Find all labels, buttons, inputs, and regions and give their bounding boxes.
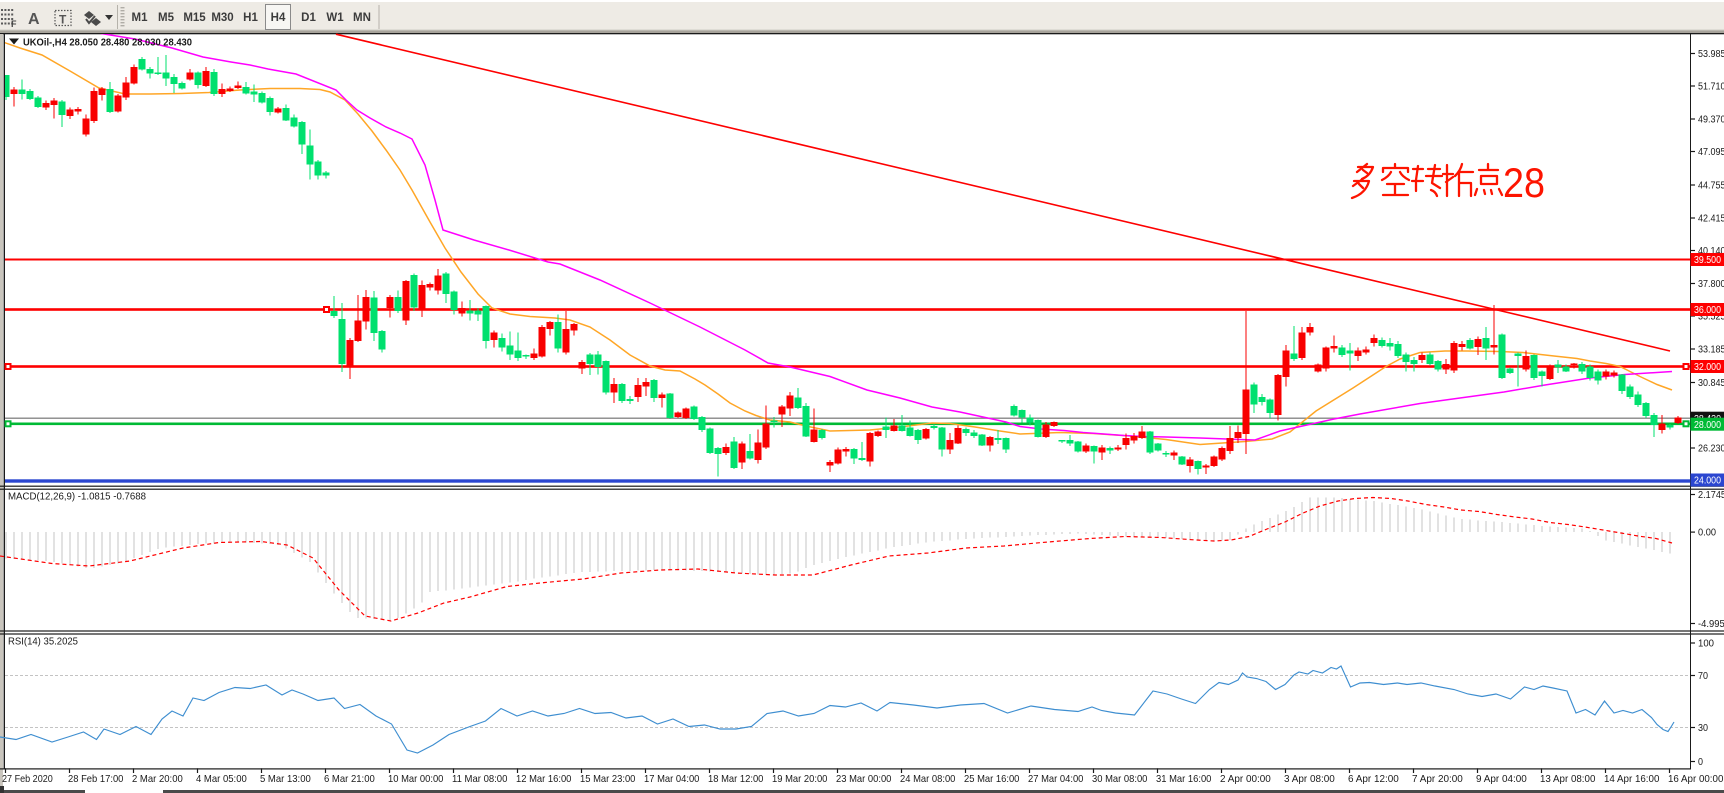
svg-text:M1: M1 [132, 12, 149, 24]
svg-text:37.800: 37.800 [1698, 279, 1724, 290]
svg-text:30 Mar 08:00: 30 Mar 08:00 [1092, 773, 1148, 785]
svg-text:7 Apr 20:00: 7 Apr 20:00 [1412, 773, 1463, 785]
svg-text:26.230: 26.230 [1698, 444, 1724, 455]
svg-text:25 Mar 16:00: 25 Mar 16:00 [964, 773, 1020, 785]
svg-text:-4.9955: -4.9955 [1698, 619, 1724, 630]
svg-text:11 Mar 08:00: 11 Mar 08:00 [452, 773, 508, 785]
svg-text:24 Mar 08:00: 24 Mar 08:00 [900, 773, 956, 785]
svg-text:M30: M30 [211, 12, 233, 24]
svg-text:28: 28 [1503, 159, 1545, 206]
svg-text:30: 30 [1698, 723, 1708, 734]
svg-text:6 Mar 21:00: 6 Mar 21:00 [324, 773, 375, 785]
svg-text:H4: H4 [271, 12, 286, 24]
svg-text:27 Mar 04:00: 27 Mar 04:00 [1028, 773, 1084, 785]
svg-text:RSI(14) 35.2025: RSI(14) 35.2025 [8, 636, 78, 648]
svg-text:47.095: 47.095 [1698, 147, 1724, 158]
svg-text:53.985: 53.985 [1698, 49, 1724, 60]
svg-text:14 Apr 16:00: 14 Apr 16:00 [1604, 773, 1660, 785]
svg-text:H1: H1 [243, 12, 258, 24]
svg-text:30.845: 30.845 [1698, 378, 1724, 389]
svg-text:4 Mar 05:00: 4 Mar 05:00 [196, 773, 247, 785]
svg-text:42.415: 42.415 [1698, 214, 1724, 225]
svg-text:23 Mar 00:00: 23 Mar 00:00 [836, 773, 892, 785]
svg-text:19 Mar 20:00: 19 Mar 20:00 [772, 773, 828, 785]
svg-text:39.500: 39.500 [1694, 255, 1721, 266]
svg-text:31 Mar 16:00: 31 Mar 16:00 [1156, 773, 1212, 785]
svg-text:3 Apr 08:00: 3 Apr 08:00 [1284, 773, 1335, 785]
svg-text:51.710: 51.710 [1698, 82, 1724, 93]
svg-text:100: 100 [1698, 639, 1715, 650]
svg-text:6 Apr 12:00: 6 Apr 12:00 [1348, 773, 1399, 785]
svg-text:M5: M5 [158, 12, 175, 24]
svg-text:27 Feb 2020: 27 Feb 2020 [2, 773, 53, 785]
svg-text:10 Mar 00:00: 10 Mar 00:00 [388, 773, 444, 785]
svg-text:32.000: 32.000 [1694, 362, 1721, 373]
svg-text:44.755: 44.755 [1698, 181, 1724, 192]
svg-text:W1: W1 [326, 12, 344, 24]
svg-text:D1: D1 [301, 12, 316, 24]
svg-text:9 Apr 04:00: 9 Apr 04:00 [1476, 773, 1527, 785]
svg-text:16 Apr 00:00: 16 Apr 00:00 [1668, 773, 1724, 785]
svg-text:36.000: 36.000 [1694, 305, 1721, 316]
svg-text:12 Mar 16:00: 12 Mar 16:00 [516, 773, 572, 785]
svg-text:UKOil-,H4 28.050 28.480 28.03: UKOil-,H4 28.050 28.480 28.030 28.430 [23, 37, 192, 49]
svg-text:T: T [59, 13, 67, 27]
svg-text:2.1745: 2.1745 [1698, 490, 1724, 501]
svg-text:28 Feb 17:00: 28 Feb 17:00 [68, 773, 124, 785]
svg-text:70: 70 [1698, 671, 1708, 682]
svg-text:24.000: 24.000 [1694, 476, 1721, 487]
svg-text:2 Apr 00:00: 2 Apr 00:00 [1220, 773, 1271, 785]
svg-text:13 Apr 08:00: 13 Apr 08:00 [1540, 773, 1596, 785]
svg-text:5 Mar 13:00: 5 Mar 13:00 [260, 773, 311, 785]
svg-text:MACD(12,26,9) -1.0815 -0.7688: MACD(12,26,9) -1.0815 -0.7688 [8, 491, 146, 503]
svg-text:18 Mar 12:00: 18 Mar 12:00 [708, 773, 764, 785]
svg-text:M15: M15 [183, 12, 206, 24]
svg-text:49.370: 49.370 [1698, 115, 1724, 126]
svg-text:40.140: 40.140 [1698, 246, 1724, 257]
svg-text:15 Mar 23:00: 15 Mar 23:00 [580, 773, 636, 785]
svg-text:0.00: 0.00 [1698, 528, 1717, 539]
svg-text:2 Mar 20:00: 2 Mar 20:00 [132, 773, 183, 785]
svg-text:17 Mar 04:00: 17 Mar 04:00 [644, 773, 700, 785]
svg-text:33.185: 33.185 [1698, 345, 1724, 356]
svg-text:0: 0 [1698, 757, 1704, 768]
svg-text:28.000: 28.000 [1694, 420, 1721, 431]
svg-text:35.525: 35.525 [1698, 312, 1724, 323]
svg-text:F: F [11, 19, 17, 29]
svg-text:MN: MN [353, 12, 371, 24]
svg-text:A: A [28, 11, 40, 28]
